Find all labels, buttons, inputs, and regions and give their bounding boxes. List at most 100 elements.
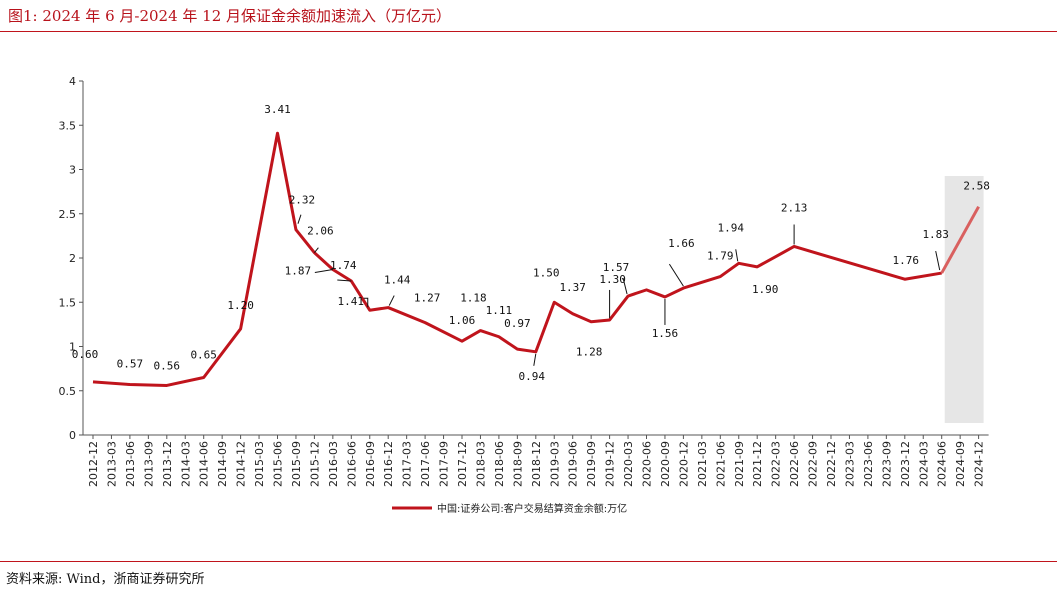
data-label: 1.76	[893, 254, 920, 267]
x-tick-label: 2019-03	[548, 441, 561, 487]
source-rule	[0, 561, 1057, 562]
data-label-leader	[314, 269, 333, 273]
x-tick-label: 2013-03	[105, 441, 118, 487]
data-label-leader	[935, 250, 941, 271]
x-tick-label: 2015-06	[272, 441, 285, 487]
x-tick-label: 2021-03	[696, 441, 709, 487]
data-label-leader	[735, 249, 739, 262]
x-tick-label: 2017-12	[456, 441, 469, 487]
x-tick-label: 2021-06	[714, 441, 727, 487]
x-tick-label: 2019-12	[604, 441, 617, 487]
data-label: 1.30	[599, 273, 626, 286]
x-tick-label: 2016-06	[345, 441, 358, 487]
data-label: 1.57	[603, 261, 630, 274]
figure-title: 图1: 2024 年 6 月-2024 年 12 月保证金余额加速流入（万亿元）	[8, 7, 452, 25]
data-label: 2.06	[307, 225, 334, 238]
y-tick-label: 0	[69, 429, 76, 442]
x-tick-label: 2024-06	[936, 441, 949, 487]
x-tick-label: 2020-12	[677, 441, 690, 487]
x-tick-label: 2012-12	[87, 441, 100, 487]
y-tick-label: 0.5	[59, 385, 77, 398]
x-tick-label: 2024-09	[954, 441, 967, 487]
line-chart: 0 0.5 1 1.5 2 2.5 3 3.5 4 2012-12 2013-03 2013-06 20…	[59, 75, 990, 515]
y-tick-label: 3.5	[59, 119, 77, 132]
data-label: 1.74	[330, 259, 357, 272]
x-tick-label: 2015-12	[308, 441, 321, 487]
data-label: 1.87	[285, 265, 312, 278]
data-label: 0.56	[154, 359, 181, 372]
data-label: 1.79	[707, 250, 734, 263]
x-tick-label: 2015-09	[290, 441, 303, 487]
data-label: 1.56	[652, 327, 679, 340]
x-tick-label: 2022-03	[770, 441, 783, 487]
x-tick-label: 2016-03	[327, 441, 340, 487]
data-label: 0.60	[72, 348, 99, 361]
x-tick-label: 2020-09	[659, 441, 672, 487]
data-label: 1.94	[718, 221, 745, 234]
x-tick-label: 2017-09	[438, 441, 451, 487]
x-tick-label: 2014-09	[216, 441, 229, 487]
data-label: 1.83	[922, 228, 949, 241]
data-label: 0.97	[504, 317, 531, 330]
data-label: 1.37	[559, 281, 586, 294]
data-label: 0.57	[117, 358, 144, 371]
data-label: 3.41	[264, 103, 291, 116]
x-tick-label: 2023-09	[880, 441, 893, 487]
x-tick-label: 2021-09	[733, 441, 746, 487]
y-tick-label: 1	[69, 341, 76, 354]
x-tick-label: 2018-09	[511, 441, 524, 487]
x-tick-label: 2020-06	[641, 441, 654, 487]
data-label-leader	[314, 247, 319, 254]
x-tick-label: 2014-12	[235, 441, 248, 487]
data-label-leader	[668, 263, 684, 287]
x-tick-label: 2013-06	[124, 441, 137, 487]
x-tick-label: 2013-09	[142, 441, 155, 487]
x-tick-label: 2023-06	[862, 441, 875, 487]
legend: 中国:证券公司:客户交易结算资金余额:万亿	[392, 502, 627, 515]
data-label-layer: 0.60 0.57 0.56 0.65 1.20 3.41 2.32 2.06 1.87 1.74…	[72, 103, 990, 383]
x-tick-label: 2024-12	[973, 441, 986, 487]
x-tick-label: 2018-03	[474, 441, 487, 487]
x-tick-label: 2015-03	[253, 441, 266, 487]
x-tick-label: 2021-12	[751, 441, 764, 487]
x-tick-label: 2019-09	[585, 441, 598, 487]
x-tick-label: 2016-09	[364, 441, 377, 487]
x-tick-label: 2018-12	[530, 441, 543, 487]
data-label: 1.66	[668, 237, 695, 250]
x-tick-label: 2020-03	[622, 441, 635, 487]
series-line-layer	[92, 131, 980, 387]
x-tick-label: 2013-12	[161, 441, 174, 487]
x-tick-label: 2017-03	[401, 441, 414, 487]
source-note: 资料来源: Wind，浙商证券研究所	[6, 572, 205, 587]
x-tick-label: 2023-03	[843, 441, 856, 487]
data-label-leader	[337, 279, 352, 282]
highlight-band-layer	[944, 176, 984, 423]
data-label: 1.11	[486, 304, 513, 317]
y-tick-label: 3	[69, 164, 76, 177]
data-label: 1.41	[338, 295, 365, 308]
x-tick-label: 2018-06	[493, 441, 506, 487]
data-label: 2.32	[289, 194, 316, 207]
y-tick-label: 4	[69, 75, 76, 88]
data-label-leader	[363, 297, 369, 308]
series-line	[92, 131, 942, 387]
x-tick-label: 2024-03	[917, 441, 930, 487]
series-line-recent	[940, 205, 980, 274]
x-tick-label: 2022-12	[825, 441, 838, 487]
y-tick-label: 2.5	[59, 208, 77, 221]
data-label: 1.50	[533, 266, 560, 279]
data-label: 1.20	[227, 299, 254, 312]
data-label: 1.06	[449, 314, 476, 327]
data-label: 2.13	[781, 201, 808, 214]
x-tick-label: 2022-09	[807, 441, 820, 487]
axes: 0 0.5 1 1.5 2 2.5 3 3.5 4 2012-12 2013-03 2013-06 20…	[59, 75, 989, 487]
x-tick-label: 2016-12	[382, 441, 395, 487]
x-tick-label: 2022-06	[788, 441, 801, 487]
x-tick-label: 2019-06	[567, 441, 580, 487]
data-label: 1.44	[384, 274, 411, 287]
x-tick-label: 2023-12	[899, 441, 912, 487]
data-label-leader	[622, 277, 628, 295]
data-label: 2.58	[963, 180, 990, 193]
data-label: 1.18	[460, 292, 487, 305]
x-tick-label: 2014-06	[198, 441, 211, 487]
